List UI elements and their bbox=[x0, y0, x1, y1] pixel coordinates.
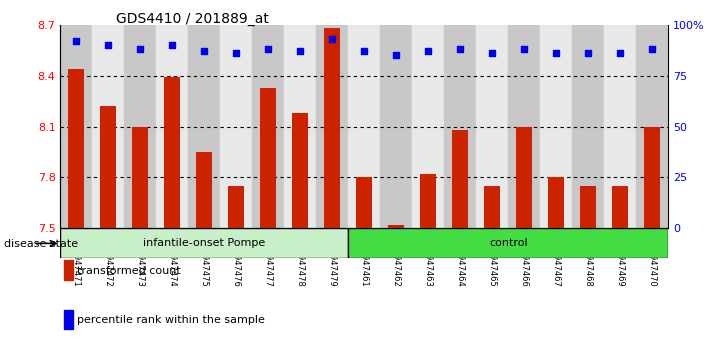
Bar bbox=[324, 28, 341, 228]
Bar bbox=[196, 152, 213, 228]
Bar bbox=[644, 126, 661, 228]
Bar bbox=[164, 78, 181, 228]
Bar bbox=[348, 25, 380, 228]
Point bbox=[358, 48, 370, 54]
Text: infantile-onset Pompe: infantile-onset Pompe bbox=[144, 238, 265, 249]
Bar bbox=[292, 113, 309, 228]
Bar bbox=[476, 25, 508, 228]
Bar bbox=[604, 25, 636, 228]
Bar bbox=[548, 177, 565, 228]
Bar bbox=[132, 126, 149, 228]
Bar bbox=[516, 126, 533, 228]
Point bbox=[103, 42, 114, 48]
Bar bbox=[124, 25, 156, 228]
Point bbox=[518, 46, 530, 52]
Bar bbox=[612, 186, 629, 228]
Bar bbox=[260, 87, 277, 228]
Point bbox=[230, 50, 242, 56]
Point bbox=[455, 46, 466, 52]
Bar bbox=[348, 228, 668, 258]
Bar bbox=[636, 25, 668, 228]
Point bbox=[326, 36, 338, 42]
Bar bbox=[188, 25, 220, 228]
Bar bbox=[92, 25, 124, 228]
Bar bbox=[252, 25, 284, 228]
Bar bbox=[156, 25, 188, 228]
Point bbox=[422, 48, 434, 54]
Bar bbox=[228, 186, 245, 228]
Point bbox=[262, 46, 274, 52]
Text: disease state: disease state bbox=[4, 239, 77, 249]
Point bbox=[486, 50, 498, 56]
Bar bbox=[508, 25, 540, 228]
Bar bbox=[100, 106, 117, 228]
Point bbox=[391, 52, 402, 58]
Bar bbox=[540, 25, 572, 228]
Bar bbox=[220, 25, 252, 228]
Bar bbox=[388, 225, 405, 228]
Bar bbox=[444, 25, 476, 228]
Text: control: control bbox=[489, 238, 528, 249]
Point bbox=[71, 38, 82, 44]
Point bbox=[198, 48, 210, 54]
Point bbox=[647, 46, 658, 52]
Bar bbox=[68, 69, 85, 228]
Bar bbox=[484, 186, 501, 228]
Bar bbox=[412, 25, 444, 228]
Bar bbox=[60, 25, 92, 228]
Bar bbox=[420, 174, 437, 228]
Point bbox=[550, 50, 562, 56]
Point bbox=[614, 50, 626, 56]
Bar bbox=[356, 177, 373, 228]
Point bbox=[135, 46, 146, 52]
Bar bbox=[284, 25, 316, 228]
Text: GDS4410 / 201889_at: GDS4410 / 201889_at bbox=[115, 12, 269, 27]
Point bbox=[294, 48, 306, 54]
Text: transformed count: transformed count bbox=[77, 266, 181, 276]
Bar bbox=[580, 186, 597, 228]
Bar bbox=[60, 228, 348, 258]
Text: percentile rank within the sample: percentile rank within the sample bbox=[77, 315, 264, 325]
Bar bbox=[380, 25, 412, 228]
Bar bbox=[452, 130, 469, 228]
Bar bbox=[316, 25, 348, 228]
Point bbox=[583, 50, 594, 56]
Bar bbox=[572, 25, 604, 228]
Point bbox=[166, 42, 178, 48]
